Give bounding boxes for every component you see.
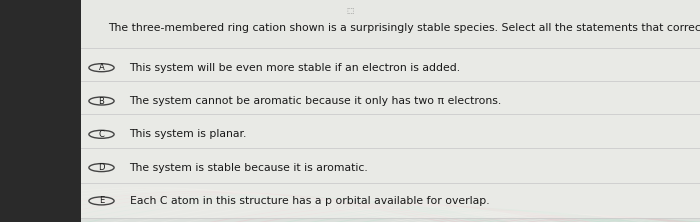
Text: C: C [99, 130, 104, 139]
Text: The system cannot be aromatic because it only has two π electrons.: The system cannot be aromatic because it… [130, 96, 502, 106]
Bar [80, 183, 700, 218]
Text: This system will be even more stable if an electron is added.: This system will be even more stable if … [130, 63, 461, 73]
Text: The system is stable because it is aromatic.: The system is stable because it is aroma… [130, 163, 368, 173]
Bar [80, 81, 700, 114]
Bar [80, 148, 700, 183]
Text: A: A [99, 63, 104, 72]
Bar [80, 114, 700, 148]
Text: The three-membered ring cation shown is a surprisingly stable species. Select al: The three-membered ring cation shown is … [108, 23, 700, 33]
Bar [0, 0, 80, 222]
Text: Each C atom in this structure has a p orbital available for overlap.: Each C atom in this structure has a p or… [130, 196, 489, 206]
Text: B: B [99, 97, 104, 105]
Text: ⬚: ⬚ [346, 6, 354, 15]
Text: E: E [99, 196, 104, 205]
Text: This system is planar.: This system is planar. [130, 129, 247, 139]
Text: D: D [98, 163, 105, 172]
Bar [80, 0, 700, 48]
Bar [80, 48, 700, 81]
